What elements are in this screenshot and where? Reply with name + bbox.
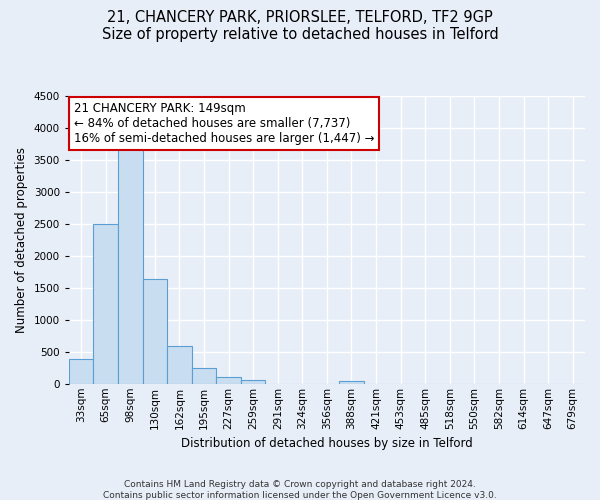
Text: Contains HM Land Registry data © Crown copyright and database right 2024.
Contai: Contains HM Land Registry data © Crown c… — [103, 480, 497, 500]
Bar — [143, 279, 167, 384]
Bar — [192, 368, 217, 384]
Bar — [241, 380, 265, 384]
X-axis label: Distribution of detached houses by size in Telford: Distribution of detached houses by size … — [181, 437, 473, 450]
Bar — [339, 380, 364, 384]
Text: 21, CHANCERY PARK, PRIORSLEE, TELFORD, TF2 9GP
Size of property relative to deta: 21, CHANCERY PARK, PRIORSLEE, TELFORD, T… — [101, 10, 499, 42]
Bar — [69, 360, 94, 384]
Bar — [94, 224, 118, 384]
Bar — [217, 378, 241, 384]
Bar — [118, 144, 143, 384]
Text: 21 CHANCERY PARK: 149sqm
← 84% of detached houses are smaller (7,737)
16% of sem: 21 CHANCERY PARK: 149sqm ← 84% of detach… — [74, 102, 374, 145]
Bar — [167, 346, 192, 384]
Y-axis label: Number of detached properties: Number of detached properties — [15, 147, 28, 333]
